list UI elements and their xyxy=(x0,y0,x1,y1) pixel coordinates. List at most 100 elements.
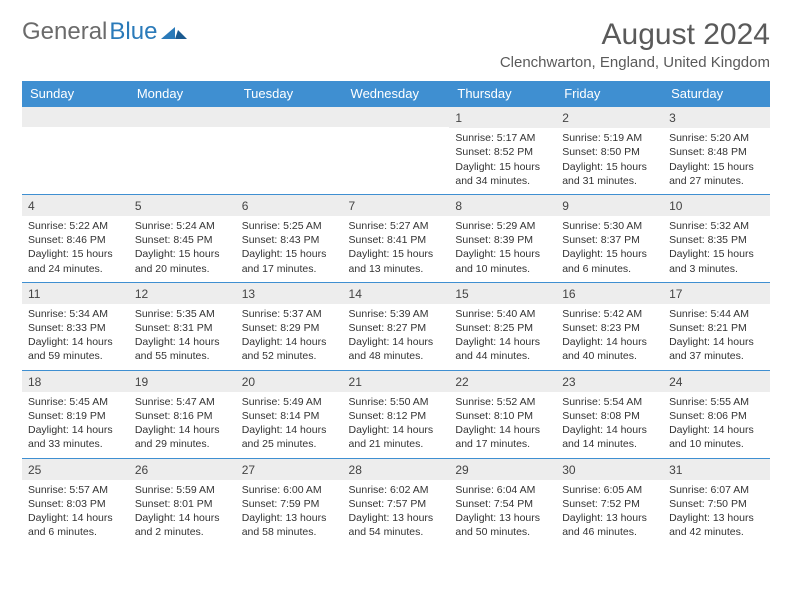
calendar-week-row: 25Sunrise: 5:57 AMSunset: 8:03 PMDayligh… xyxy=(22,458,770,545)
sunset-text: Sunset: 8:31 PM xyxy=(135,321,230,335)
day-number: 29 xyxy=(449,459,556,480)
sunrise-text: Sunrise: 5:47 AM xyxy=(135,395,230,409)
daylight-text: Daylight: 15 hours and 31 minutes. xyxy=(562,160,657,188)
day-content: Sunrise: 5:47 AMSunset: 8:16 PMDaylight:… xyxy=(129,392,236,458)
day-number xyxy=(129,107,236,127)
sunset-text: Sunset: 8:41 PM xyxy=(349,233,444,247)
day-content xyxy=(22,127,129,191)
sunset-text: Sunset: 8:08 PM xyxy=(562,409,657,423)
sunrise-text: Sunrise: 5:34 AM xyxy=(28,307,123,321)
day-number: 11 xyxy=(22,283,129,304)
sunrise-text: Sunrise: 5:30 AM xyxy=(562,219,657,233)
calendar-day-cell: 28Sunrise: 6:02 AMSunset: 7:57 PMDayligh… xyxy=(343,458,450,545)
day-number: 18 xyxy=(22,371,129,392)
sunset-text: Sunset: 8:16 PM xyxy=(135,409,230,423)
calendar-day-cell: 26Sunrise: 5:59 AMSunset: 8:01 PMDayligh… xyxy=(129,458,236,545)
daylight-text: Daylight: 13 hours and 46 minutes. xyxy=(562,511,657,539)
day-content: Sunrise: 5:50 AMSunset: 8:12 PMDaylight:… xyxy=(343,392,450,458)
calendar-day-cell: 31Sunrise: 6:07 AMSunset: 7:50 PMDayligh… xyxy=(663,458,770,545)
daylight-text: Daylight: 14 hours and 52 minutes. xyxy=(242,335,337,363)
day-content xyxy=(343,127,450,191)
day-content: Sunrise: 5:34 AMSunset: 8:33 PMDaylight:… xyxy=(22,304,129,370)
calendar-week-row: 11Sunrise: 5:34 AMSunset: 8:33 PMDayligh… xyxy=(22,282,770,370)
daylight-text: Daylight: 15 hours and 34 minutes. xyxy=(455,160,550,188)
sunset-text: Sunset: 7:50 PM xyxy=(669,497,764,511)
daylight-text: Daylight: 15 hours and 10 minutes. xyxy=(455,247,550,275)
sunrise-text: Sunrise: 6:00 AM xyxy=(242,483,337,497)
calendar-day-cell: 10Sunrise: 5:32 AMSunset: 8:35 PMDayligh… xyxy=(663,194,770,282)
calendar-day-cell: 24Sunrise: 5:55 AMSunset: 8:06 PMDayligh… xyxy=(663,370,770,458)
day-content: Sunrise: 5:57 AMSunset: 8:03 PMDaylight:… xyxy=(22,480,129,546)
sunset-text: Sunset: 8:06 PM xyxy=(669,409,764,423)
day-content: Sunrise: 5:32 AMSunset: 8:35 PMDaylight:… xyxy=(663,216,770,282)
day-content xyxy=(129,127,236,191)
sunset-text: Sunset: 8:14 PM xyxy=(242,409,337,423)
sunrise-text: Sunrise: 5:24 AM xyxy=(135,219,230,233)
calendar-day-cell: 21Sunrise: 5:50 AMSunset: 8:12 PMDayligh… xyxy=(343,370,450,458)
day-content: Sunrise: 5:55 AMSunset: 8:06 PMDaylight:… xyxy=(663,392,770,458)
logo-mark-icon xyxy=(161,18,187,46)
calendar-day-cell: 4Sunrise: 5:22 AMSunset: 8:46 PMDaylight… xyxy=(22,194,129,282)
day-number: 9 xyxy=(556,195,663,216)
day-number: 23 xyxy=(556,371,663,392)
calendar-day-cell: 13Sunrise: 5:37 AMSunset: 8:29 PMDayligh… xyxy=(236,282,343,370)
daylight-text: Daylight: 15 hours and 6 minutes. xyxy=(562,247,657,275)
title-block: August 2024 Clenchwarton, England, Unite… xyxy=(500,18,770,71)
day-content: Sunrise: 5:37 AMSunset: 8:29 PMDaylight:… xyxy=(236,304,343,370)
day-content: Sunrise: 5:52 AMSunset: 8:10 PMDaylight:… xyxy=(449,392,556,458)
sunset-text: Sunset: 8:21 PM xyxy=(669,321,764,335)
sunset-text: Sunset: 7:52 PM xyxy=(562,497,657,511)
sunrise-text: Sunrise: 6:07 AM xyxy=(669,483,764,497)
day-number: 5 xyxy=(129,195,236,216)
weekday-header-row: Sunday Monday Tuesday Wednesday Thursday… xyxy=(22,81,770,107)
calendar-day-cell xyxy=(343,107,450,195)
day-number: 21 xyxy=(343,371,450,392)
sunrise-text: Sunrise: 5:32 AM xyxy=(669,219,764,233)
daylight-text: Daylight: 15 hours and 3 minutes. xyxy=(669,247,764,275)
daylight-text: Daylight: 14 hours and 21 minutes. xyxy=(349,423,444,451)
daylight-text: Daylight: 13 hours and 58 minutes. xyxy=(242,511,337,539)
day-number: 16 xyxy=(556,283,663,304)
logo-text-general: General xyxy=(22,18,107,46)
calendar-day-cell: 23Sunrise: 5:54 AMSunset: 8:08 PMDayligh… xyxy=(556,370,663,458)
calendar-day-cell xyxy=(22,107,129,195)
daylight-text: Daylight: 14 hours and 29 minutes. xyxy=(135,423,230,451)
day-number: 1 xyxy=(449,107,556,128)
sunset-text: Sunset: 8:48 PM xyxy=(669,145,764,159)
daylight-text: Daylight: 14 hours and 25 minutes. xyxy=(242,423,337,451)
day-content xyxy=(236,127,343,191)
sunrise-text: Sunrise: 5:20 AM xyxy=(669,131,764,145)
sunrise-text: Sunrise: 5:50 AM xyxy=(349,395,444,409)
calendar-day-cell: 15Sunrise: 5:40 AMSunset: 8:25 PMDayligh… xyxy=(449,282,556,370)
daylight-text: Daylight: 15 hours and 17 minutes. xyxy=(242,247,337,275)
calendar-week-row: 1Sunrise: 5:17 AMSunset: 8:52 PMDaylight… xyxy=(22,107,770,195)
day-number: 7 xyxy=(343,195,450,216)
sunrise-text: Sunrise: 5:29 AM xyxy=(455,219,550,233)
sunset-text: Sunset: 8:46 PM xyxy=(28,233,123,247)
daylight-text: Daylight: 14 hours and 48 minutes. xyxy=(349,335,444,363)
calendar-day-cell: 9Sunrise: 5:30 AMSunset: 8:37 PMDaylight… xyxy=(556,194,663,282)
sunrise-text: Sunrise: 5:52 AM xyxy=(455,395,550,409)
sunrise-text: Sunrise: 5:39 AM xyxy=(349,307,444,321)
calendar-day-cell: 19Sunrise: 5:47 AMSunset: 8:16 PMDayligh… xyxy=(129,370,236,458)
day-content: Sunrise: 5:39 AMSunset: 8:27 PMDaylight:… xyxy=(343,304,450,370)
sunset-text: Sunset: 8:10 PM xyxy=(455,409,550,423)
day-number: 4 xyxy=(22,195,129,216)
sunset-text: Sunset: 8:19 PM xyxy=(28,409,123,423)
sunrise-text: Sunrise: 5:40 AM xyxy=(455,307,550,321)
calendar-day-cell: 18Sunrise: 5:45 AMSunset: 8:19 PMDayligh… xyxy=(22,370,129,458)
day-content: Sunrise: 6:00 AMSunset: 7:59 PMDaylight:… xyxy=(236,480,343,546)
calendar-day-cell: 11Sunrise: 5:34 AMSunset: 8:33 PMDayligh… xyxy=(22,282,129,370)
day-content: Sunrise: 6:04 AMSunset: 7:54 PMDaylight:… xyxy=(449,480,556,546)
day-content: Sunrise: 5:40 AMSunset: 8:25 PMDaylight:… xyxy=(449,304,556,370)
weekday-header: Friday xyxy=(556,81,663,107)
day-content: Sunrise: 6:02 AMSunset: 7:57 PMDaylight:… xyxy=(343,480,450,546)
sunset-text: Sunset: 8:39 PM xyxy=(455,233,550,247)
sunrise-text: Sunrise: 6:04 AM xyxy=(455,483,550,497)
weekday-header: Thursday xyxy=(449,81,556,107)
calendar-day-cell: 7Sunrise: 5:27 AMSunset: 8:41 PMDaylight… xyxy=(343,194,450,282)
daylight-text: Daylight: 13 hours and 54 minutes. xyxy=(349,511,444,539)
location-subtitle: Clenchwarton, England, United Kingdom xyxy=(500,54,770,71)
day-content: Sunrise: 5:22 AMSunset: 8:46 PMDaylight:… xyxy=(22,216,129,282)
day-number: 14 xyxy=(343,283,450,304)
